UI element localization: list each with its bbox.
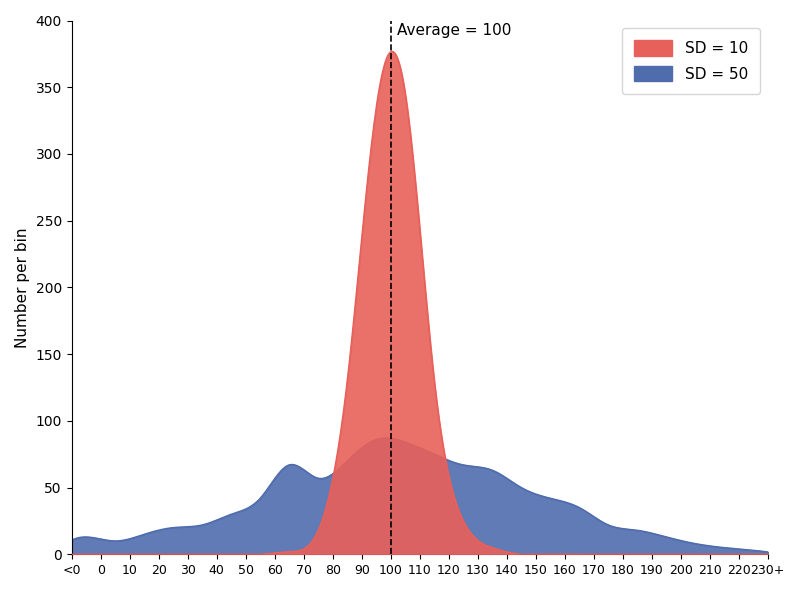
Y-axis label: Number per bin: Number per bin: [15, 227, 30, 348]
Text: Average = 100: Average = 100: [397, 23, 511, 38]
Legend: SD = 10, SD = 50: SD = 10, SD = 50: [622, 28, 760, 94]
